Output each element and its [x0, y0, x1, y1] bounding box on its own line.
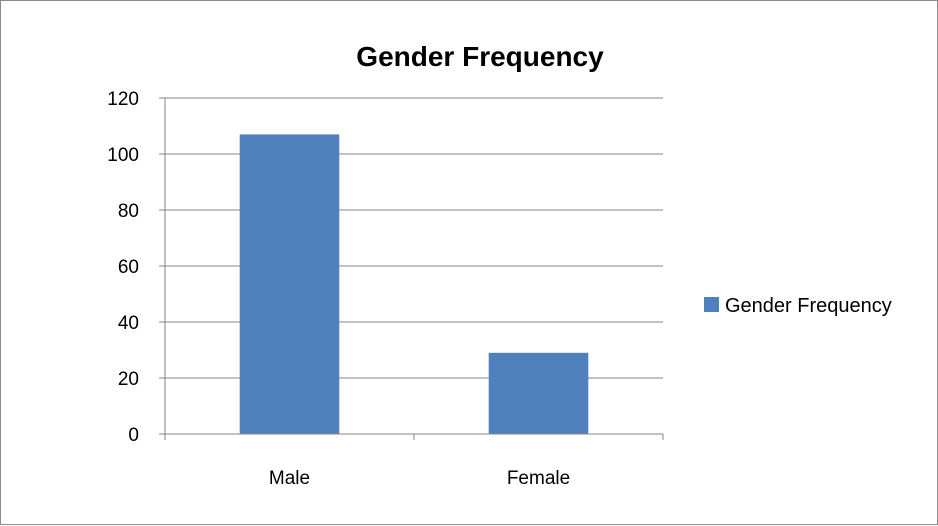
y-tick-label: 20: [118, 369, 139, 390]
bar-male: [239, 134, 340, 434]
bar-female: [488, 352, 589, 434]
y-tick-label: 0: [128, 425, 139, 446]
legend: Gender Frequency: [704, 295, 892, 317]
y-tick-labels: 0 20 40 60 80 100 120: [107, 89, 139, 446]
y-tick-label: 120: [107, 89, 139, 110]
y-tick-label: 80: [118, 201, 139, 222]
y-tick-label: 60: [118, 257, 139, 278]
bars: [239, 134, 589, 434]
axes: [159, 97, 664, 440]
y-tick-label: 100: [107, 145, 139, 166]
x-tick-label: Male: [269, 468, 310, 489]
legend-label: Gender Frequency: [725, 295, 892, 317]
chart-title: Gender Frequency: [356, 41, 604, 72]
legend-swatch: [704, 297, 719, 312]
x-tick-labels: Male Female: [269, 468, 570, 489]
y-tick-label: 40: [118, 313, 139, 334]
x-tick-label: Female: [507, 468, 570, 489]
